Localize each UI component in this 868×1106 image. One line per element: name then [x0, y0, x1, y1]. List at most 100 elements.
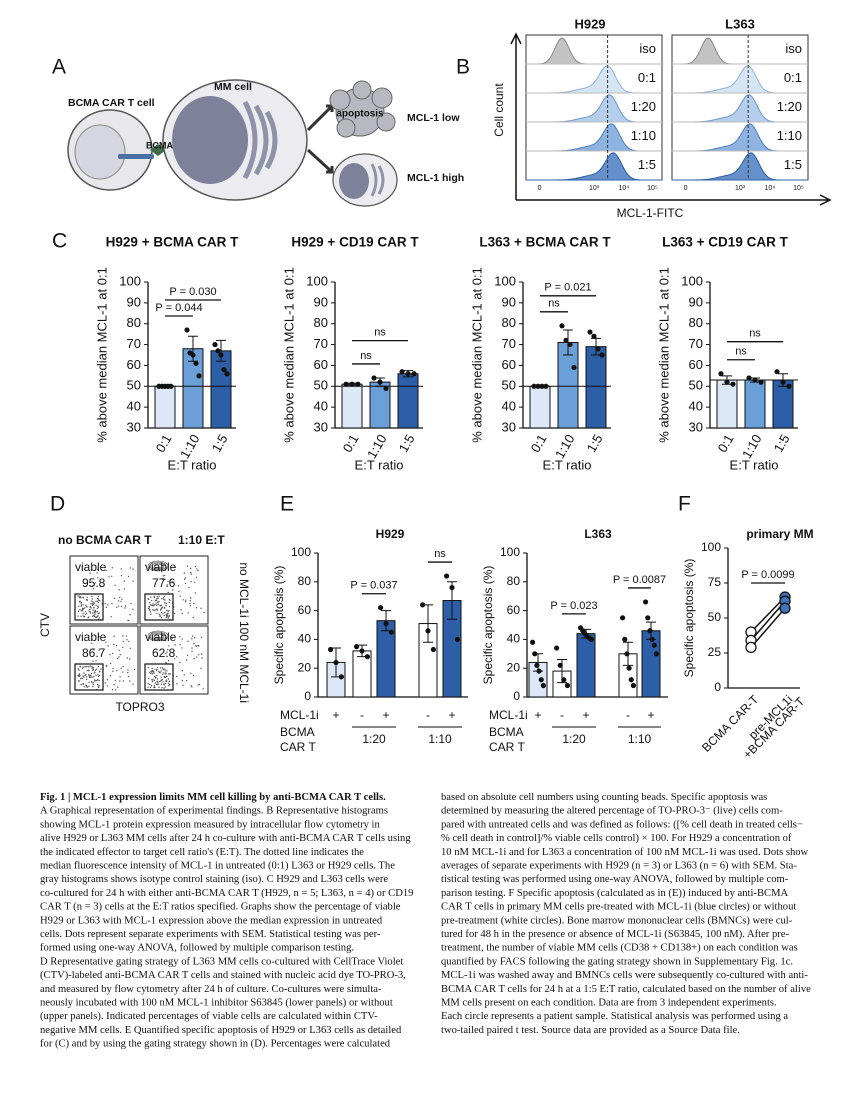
paired-point — [745, 641, 757, 654]
flow-dot — [93, 607, 95, 609]
flow-dot — [190, 581, 192, 583]
flow-dot — [94, 680, 96, 682]
data-point — [620, 615, 626, 621]
flow-dot — [184, 582, 187, 585]
flow-dot — [168, 614, 170, 617]
y-tick-label: 50 — [502, 378, 516, 393]
flow-dot — [98, 674, 101, 677]
flow-dot — [200, 607, 202, 609]
data-point — [454, 636, 460, 643]
caption-line: (upper panels). Indicated percentages of… — [40, 1011, 378, 1022]
flow-dot — [114, 679, 117, 682]
flow-dot — [97, 665, 100, 668]
flow-dot — [89, 665, 92, 667]
flow-col-title: 1:10 E:T — [178, 533, 225, 547]
flow-dot — [97, 674, 99, 676]
flow-dot — [164, 578, 166, 580]
flow-gate — [144, 593, 174, 621]
data-point — [774, 369, 780, 375]
y-tick-label: 75 — [708, 575, 722, 589]
flow-dot — [90, 600, 93, 602]
data-point — [559, 323, 565, 329]
flow-dot — [156, 608, 158, 610]
flow-dot — [190, 573, 192, 575]
histogram — [526, 152, 662, 181]
x-tick-label: + — [582, 708, 589, 722]
flow-dot — [84, 611, 87, 613]
flow-dot — [97, 568, 99, 571]
flow-dot — [163, 683, 165, 685]
data-point — [218, 352, 224, 358]
flow-dot — [129, 647, 131, 649]
flow-dot — [92, 588, 95, 590]
flow-dot — [154, 677, 157, 679]
flow-dot — [154, 686, 156, 689]
flow-dot — [186, 654, 189, 656]
flow-dot — [184, 577, 187, 579]
flow-dot — [159, 672, 161, 674]
chart-title: primary MM — [746, 527, 813, 541]
y-tick-label: 70 — [502, 336, 516, 351]
flow-dot — [167, 678, 170, 680]
flow-dot — [156, 612, 158, 615]
flow-dot — [90, 674, 92, 676]
flow-dot — [177, 585, 180, 587]
gate-label: viable — [145, 630, 177, 644]
y-tick-label: 0 — [513, 689, 520, 703]
flow-dot — [120, 667, 122, 669]
y-tick-label: 60 — [502, 357, 516, 372]
flow-dot — [161, 606, 164, 609]
flow-dot — [169, 599, 171, 602]
bar — [744, 379, 766, 429]
data-point — [563, 337, 569, 343]
y-tick-label: 80 — [502, 315, 516, 330]
flow-dot — [120, 600, 122, 603]
chart-title: H929 + BCMA CAR T — [106, 235, 239, 250]
y-tick-label: 20 — [298, 660, 312, 674]
flow-dot — [94, 671, 96, 673]
flow-dot — [132, 568, 134, 570]
flow-dot — [166, 675, 168, 678]
x-tick-label: 1:5 — [209, 432, 231, 455]
flow-dot — [129, 614, 131, 616]
flow-dot — [89, 675, 91, 677]
flow-dot — [189, 600, 192, 602]
flow-dot — [189, 597, 192, 599]
flow-dot — [117, 600, 120, 602]
caption-line: MM cells present on each condition. Data… — [441, 998, 777, 1009]
flow-dot — [86, 596, 88, 598]
caption-line: MCL-1i was washed away and BMNCs cells w… — [441, 970, 808, 981]
flow-dot — [97, 612, 99, 615]
caption-line: (CTV)-labeled anti-BCMA CAR T cells and … — [40, 970, 406, 981]
flow-dot — [97, 675, 100, 678]
row-label: MCL-1i — [280, 708, 319, 722]
flow-dot — [181, 613, 184, 615]
y-tick-label: 70 — [689, 336, 703, 351]
flow-dot — [178, 590, 180, 593]
flow-dot — [157, 683, 159, 686]
y-tick-label: 30 — [314, 419, 328, 434]
flow-dot — [161, 667, 164, 669]
flow-contour — [149, 561, 167, 571]
flow-dot — [202, 688, 204, 690]
flow-dot — [190, 571, 192, 574]
flow-dot — [165, 639, 167, 641]
data-point — [343, 381, 349, 387]
flow-dot — [193, 637, 196, 639]
flow-dot — [167, 612, 169, 615]
flow-dot — [105, 641, 107, 643]
flow-contour — [147, 560, 169, 572]
flow-dot — [117, 686, 119, 688]
flow-dot — [82, 675, 84, 677]
data-point — [758, 379, 764, 385]
row-label: CAR T — [280, 740, 316, 754]
flow-dot — [82, 596, 84, 598]
flow-dot — [198, 654, 200, 656]
flow-dot — [114, 689, 117, 691]
mm-nucleus — [172, 96, 248, 184]
flow-plot — [69, 555, 139, 625]
flow-gate — [144, 663, 174, 691]
hist-tick-label: 10³ — [589, 185, 600, 192]
flow-dot — [110, 616, 112, 618]
data-point — [355, 381, 361, 387]
